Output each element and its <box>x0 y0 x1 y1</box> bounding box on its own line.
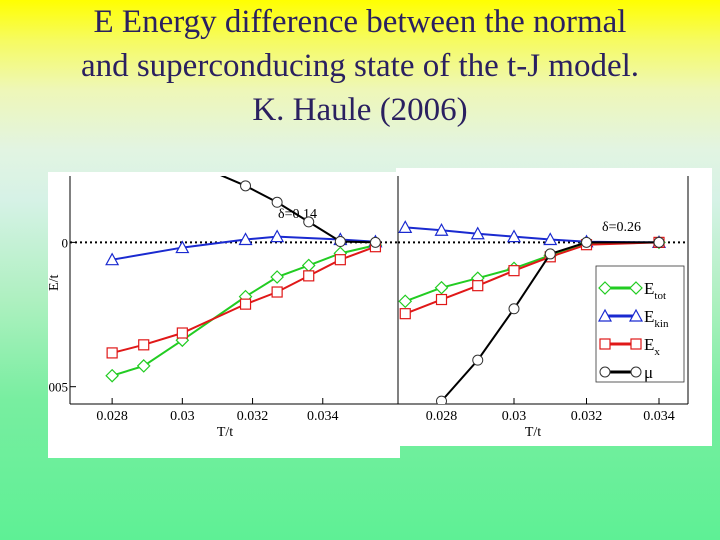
legend-marker-green <box>629 281 643 295</box>
right-point-blue <box>470 226 485 240</box>
legend-marker-green <box>598 281 612 295</box>
left-series-group <box>105 176 383 383</box>
left-point-blue <box>238 232 253 246</box>
left-series-line-blue <box>111 235 376 261</box>
right-point-green <box>434 280 449 295</box>
left-point-black <box>240 180 252 192</box>
y-axis-label: E/t <box>48 275 62 291</box>
legend-marker-blue <box>597 308 613 322</box>
left-point-red <box>334 254 346 266</box>
y-tick-label: 0 <box>62 235 69 250</box>
left-point-green <box>270 270 284 284</box>
right-series-group <box>398 220 667 404</box>
left-point-red <box>303 270 315 282</box>
left-point-red <box>138 339 150 351</box>
left-point-red <box>176 327 188 339</box>
legend-sub-blue: kin <box>654 318 669 330</box>
title-line-3: K. Haule (2006) <box>252 92 468 128</box>
legend-marker-red <box>599 338 611 350</box>
right-series-line-black <box>440 241 659 402</box>
right-point-black <box>544 248 556 260</box>
right-point-blue <box>543 232 558 246</box>
left-point-red <box>271 286 283 298</box>
right-point-blue <box>434 223 449 236</box>
right-x-axis-label: T/t <box>525 425 541 440</box>
legend-sub-red: x <box>654 346 660 358</box>
y-tick-label: -0.005 <box>48 380 68 395</box>
right-point-red <box>399 308 411 320</box>
legend-sub-green: tot <box>654 290 666 302</box>
legend-marker-blue <box>628 308 644 322</box>
left-point-red <box>106 347 118 359</box>
legend-box <box>595 265 685 383</box>
right-delta-annotation: δ=0.26 <box>602 220 641 235</box>
left-point-blue <box>270 229 285 243</box>
legend-label-black: μ <box>644 363 653 382</box>
left-x-tick-label: 0.03 <box>170 409 195 424</box>
right-point-black <box>436 395 447 404</box>
title-line-1: E Energy difference between the normal <box>93 4 627 40</box>
left-x-axis-label: T/t <box>217 425 233 440</box>
title-line-2: and superconducing state of the t-J mode… <box>80 48 640 84</box>
left-point-black <box>271 196 283 208</box>
left-x-tick-label: 0.034 <box>307 409 339 424</box>
right-point-black <box>508 303 520 315</box>
left-point-blue <box>105 252 120 266</box>
left-series-line-black <box>220 176 376 244</box>
right-point-blue <box>398 220 413 233</box>
right-point-black <box>472 354 484 366</box>
right-x-tick-label: 0.034 <box>643 409 675 424</box>
right-point-red <box>508 265 520 277</box>
right-x-tick-label: 0.028 <box>426 409 458 424</box>
legend-marker-red <box>630 338 642 350</box>
figure-panel: 0.0280.030.0320.034T/t0-0.005E/tδ=0.140.… <box>48 168 712 458</box>
left-point-green <box>136 359 151 373</box>
left-point-black <box>369 236 381 248</box>
right-x-tick-label: 0.032 <box>571 409 603 424</box>
slide-title: E Energy difference between the normal a… <box>10 0 710 132</box>
right-point-green <box>398 294 413 309</box>
left-point-green <box>105 368 119 383</box>
left-point-red <box>239 298 252 310</box>
right-point-red <box>435 293 448 306</box>
chart-svg: 0.0280.030.0320.034T/t0-0.005E/tδ=0.140.… <box>48 168 712 458</box>
left-point-blue <box>175 240 190 254</box>
left-x-tick-label: 0.028 <box>96 409 128 424</box>
left-point-black <box>303 216 315 228</box>
right-point-red <box>472 280 484 292</box>
right-point-blue <box>506 229 522 243</box>
left-x-tick-label: 0.032 <box>237 409 269 424</box>
legend-marker-black <box>630 366 642 378</box>
left-point-black <box>334 236 346 248</box>
legend-marker-black <box>599 366 611 378</box>
right-point-black <box>581 236 592 248</box>
right-point-black <box>653 236 665 248</box>
right-x-tick-label: 0.03 <box>502 409 527 424</box>
